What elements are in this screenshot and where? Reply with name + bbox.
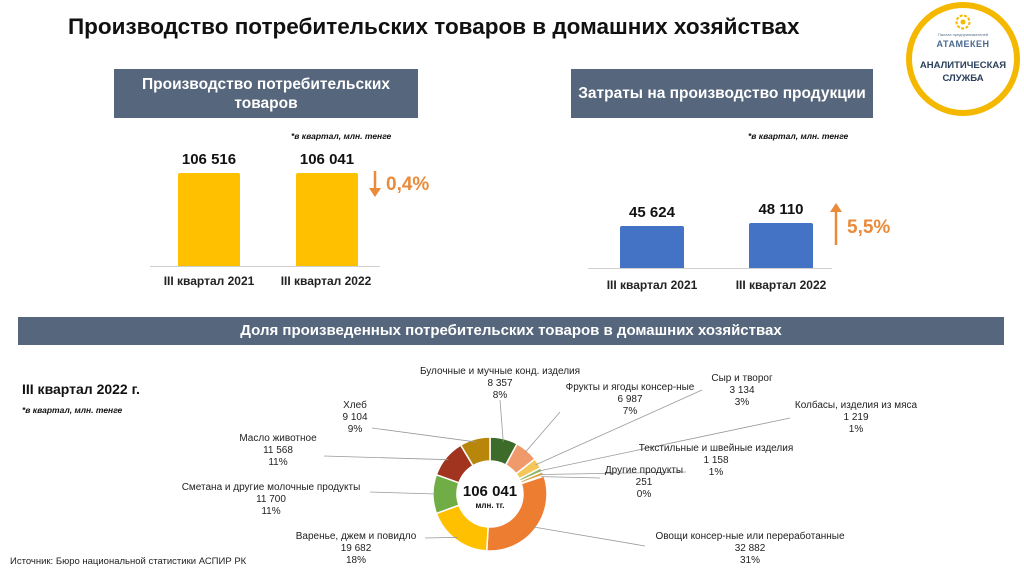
slice-label-other-pct: 0% [636,489,652,500]
slice-label-vegetables-pct: 31% [739,555,760,566]
leader-line-7 [424,536,458,539]
donut-center-unit: млн. тг. [475,501,505,510]
share-period: III квартал 2022 г. [22,381,140,397]
slice-label-dairy-value: 11 700 [256,494,286,505]
slice-label-vegetables-value: 32 882 [734,543,766,554]
slice-label-bread-name: Хлеб [343,400,367,411]
production-category-2021: III квартал 2021 [163,274,255,288]
slice-label-sausages-name: Колбасы, изделия из мяса [794,400,918,411]
slice-label-bakery: Булочные и мучные конд. изделия 8 357 8% [413,366,587,402]
slice-label-textile-pct: 1% [708,467,724,478]
costs-header-label: Затраты на производство продукции [578,85,866,102]
donut-slice-7 [435,504,489,552]
donut-center-value: 106 041 [462,483,518,500]
slice-label-vegetables: Овощи консер-ные или переработанные 32 8… [645,531,855,567]
slice-label-jam-pct: 18% [345,555,366,566]
logo-line-2: СЛУЖБА [942,73,984,84]
slice-label-cheese-value: 3 134 [729,385,755,396]
logo-emblem-icon [955,14,971,30]
slice-label-other-value: 251 [635,477,653,488]
leader-line-3 [538,417,791,472]
costs-baseline [588,268,832,269]
slice-label-bread-value: 9 104 [342,412,368,423]
slice-label-cheese-pct: 3% [734,397,750,408]
costs-bar-label-1: 48 110 [758,201,804,219]
slice-label-cheese-name: Сыр и творог [711,373,773,384]
production-bar-1 [296,173,358,266]
slice-label-jam: Варенье, джем и повидло 19 682 18% [288,531,424,567]
slice-label-textile-name: Текстильные и швейные изделия [638,443,794,454]
slice-label-bakery-pct: 8% [492,390,508,401]
slice-label-fruits-name: Фрукты и ягоды консер-ные [565,382,695,393]
costs-change: 5,5% [847,217,891,238]
slice-label-cheese: Сыр и творог 3 134 3% [702,373,782,409]
leader-line-0 [499,399,504,442]
slice-label-butter-name: Масло животное [239,433,317,444]
costs-category-2022: III квартал 2022 [735,278,827,292]
slice-label-fruits-value: 6 987 [617,394,643,405]
costs-bar-label-0: 45 624 [629,203,675,221]
leader-line-4 [540,471,687,475]
slice-label-bread-pct: 9% [347,424,363,435]
slice-label-butter-value: 11 568 [263,445,293,456]
costs-bar-0 [620,225,684,268]
slice-label-sausages: Колбасы, изделия из мяса 1 219 1% [786,400,926,436]
slice-label-dairy-name: Сметана и другие молочные продукты [181,482,361,493]
costs-bar-1 [749,223,813,268]
slice-label-other: Другие продукты 251 0% [598,465,690,501]
slice-label-dairy-pct: 11% [261,506,281,517]
atameken-logo: Палата предпринимателей АТАМЕКЕН АНАЛИТИ… [906,2,1020,116]
slice-label-textile: Текстильные и швейные изделия 1 158 1% [628,443,804,479]
slice-label-other-name: Другие продукты [604,465,684,476]
production-header-label: Производство потребительских товаров [142,75,390,112]
production-baseline [150,266,380,267]
leader-line-9 [323,455,449,461]
slice-label-textile-value: 1 158 [703,455,729,466]
page-title: Производство потребительских товаров в д… [68,14,800,39]
logo-subtitle: Палата предпринимателей [937,32,989,37]
slice-label-sausages-value: 1 219 [843,412,869,423]
leader-line-10 [371,427,476,443]
production-header: Производство потребительских товаров [114,69,418,118]
production-category-2022: III квартал 2022 [280,274,372,288]
share-header: Доля произведенных потребительских товар… [18,317,1004,345]
arrow-down-icon [369,171,381,197]
logo-name: АТАМЕКЕН [936,39,990,49]
production-bar-0 [178,172,240,266]
leader-line-6 [532,526,646,547]
slice-label-fruits-pct: 7% [622,406,638,417]
source-note: Источник: Бюро национальной статистики А… [10,556,247,567]
leader-line-8 [369,491,437,495]
slice-label-butter: Масло животное 11 568 11% [232,433,324,469]
logo-line-1: АНАЛИТИЧЕСКАЯ [919,60,1007,71]
slice-label-jam-value: 19 682 [340,543,372,554]
leader-line-2 [535,389,703,466]
slice-label-jam-name: Варенье, джем и повидло [295,531,417,542]
slice-label-butter-pct: 11% [268,457,288,468]
slice-label-bakery-value: 8 357 [487,378,513,389]
costs-category-2021: III квартал 2021 [606,278,698,292]
production-change: 0,4% [386,174,430,195]
production-note: *в квартал, млн. тенге [291,131,392,141]
production-bar-label-1: 106 041 [299,151,355,169]
share-note: *в квартал, млн. тенге [22,405,123,415]
costs-note: *в квартал, млн. тенге [748,131,849,141]
slice-label-dairy: Сметана и другие молочные продукты 11 70… [172,482,370,518]
leader-line-1 [524,411,561,454]
slice-label-bakery-name: Булочные и мучные конд. изделия [419,366,581,377]
arrow-up-icon [830,203,842,245]
production-bar-label-0: 106 516 [181,150,237,168]
slice-label-bread: Хлеб 9 104 9% [330,400,380,436]
slice-label-fruits: Фрукты и ягоды консер-ные 6 987 7% [560,382,700,418]
costs-header: Затраты на производство продукции [571,69,873,118]
slice-label-vegetables-name: Овощи консер-ные или переработанные [655,531,845,542]
leader-line-5 [541,476,601,479]
slice-label-sausages-pct: 1% [848,424,864,435]
